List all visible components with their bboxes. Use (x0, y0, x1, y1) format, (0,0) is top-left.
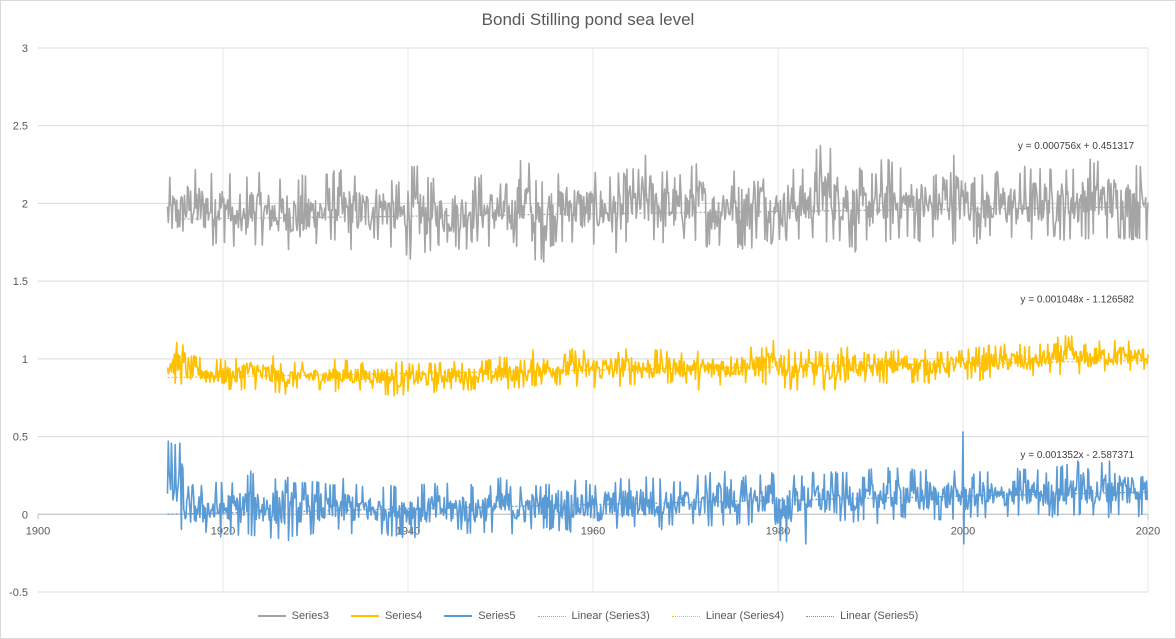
legend-label-4: Linear (Series4) (705, 610, 785, 622)
x-tick-label-4: 1980 (766, 525, 790, 537)
trendline-series3 (167, 206, 1149, 220)
x-tick-label-6: 2020 (1136, 525, 1160, 537)
legend-item-0: Series3 (257, 610, 329, 622)
y-tick-label-7: 3 (22, 43, 28, 55)
legend-item-2: Series5 (444, 610, 516, 622)
x-tick-label-3: 1960 (581, 525, 605, 537)
y-tick-label-4: 1.5 (13, 276, 28, 288)
legend-item-1: Series4 (350, 610, 423, 622)
legend-label-1: Series4 (384, 610, 423, 622)
legend-swatch-2 (444, 615, 473, 617)
legend-label-3: Linear (Series3) (571, 610, 650, 622)
y-tick-label-6: 2.5 (13, 121, 28, 133)
legend-swatch-1 (350, 615, 379, 617)
y-tick-label-3: 1 (22, 354, 28, 366)
trendline-equation-series5: y = 0.001352x - 2.587371 (1020, 450, 1134, 461)
y-tick-label-1: 0 (22, 509, 28, 521)
legend-label-2: Series5 (478, 610, 516, 622)
legend-swatch-0 (257, 615, 286, 617)
legend-swatch-3 (537, 615, 566, 617)
trendline-series4 (167, 359, 1149, 379)
legend-label-0: Series3 (291, 610, 329, 622)
series-line-series4 (166, 334, 1149, 397)
legend-label-5: Linear (Series5) (840, 610, 919, 622)
legend: Series3 Series4 Series5 Linear (Series3) Lin… (0, 610, 1176, 622)
chart-title: Bondi Stilling pond sea level (481, 10, 695, 29)
legend-swatch-4 (671, 615, 700, 617)
legend-item-4: Linear (Series4) (671, 610, 785, 622)
trendline-equation-series3: y = 0.000756x + 0.451317 (1018, 141, 1135, 152)
x-tick-label-0: 1900 (26, 525, 50, 537)
x-tick-label-1: 1920 (211, 525, 235, 537)
trendline-series5 (167, 491, 1149, 515)
series-line-series5 (166, 431, 1149, 545)
trendline-equation-series4: y = 0.001048x - 1.126582 (1020, 294, 1134, 305)
legend-item-5: Linear (Series5) (806, 610, 918, 622)
y-tick-label-0: -0.5 (9, 587, 28, 599)
legend-item-3: Linear (Series3) (537, 610, 650, 622)
legend-swatch-5 (806, 615, 835, 617)
y-tick-label-5: 2 (22, 198, 28, 210)
series-line-series3 (166, 144, 1149, 263)
y-tick-label-2: 0.5 (13, 432, 28, 444)
